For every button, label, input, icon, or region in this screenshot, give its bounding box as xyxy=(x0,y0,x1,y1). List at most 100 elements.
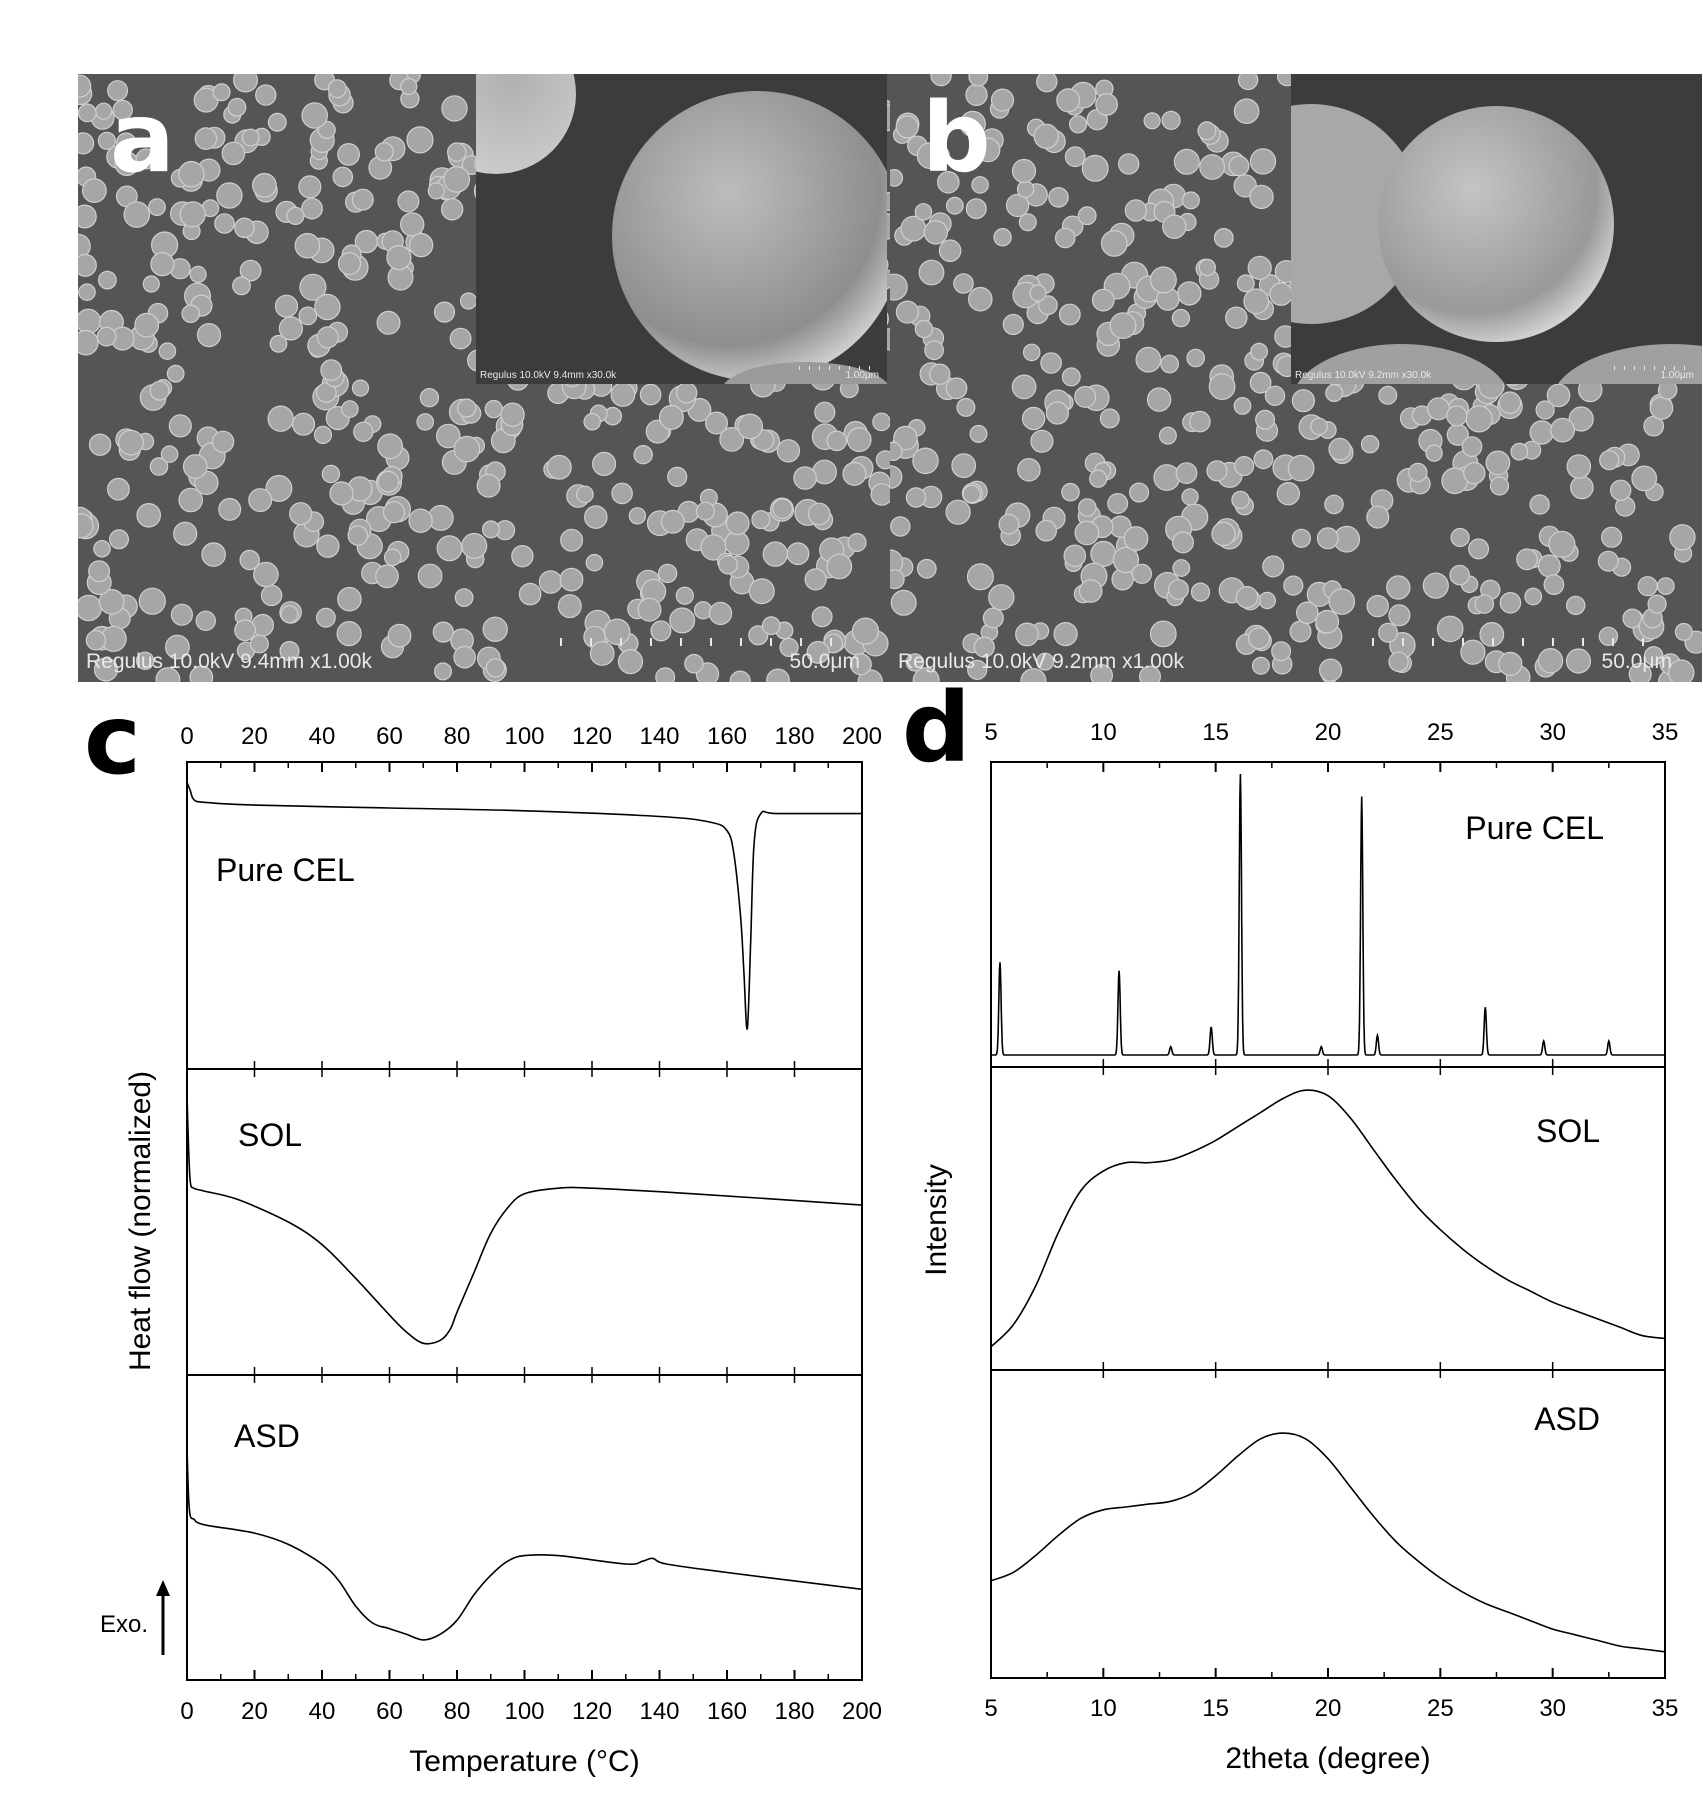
particle xyxy=(178,160,205,188)
particle xyxy=(239,549,260,571)
particle xyxy=(1040,352,1062,374)
particle xyxy=(432,621,454,643)
particle xyxy=(78,204,97,229)
particle xyxy=(269,334,288,353)
x-tick-label-top: 25 xyxy=(1427,719,1454,746)
particle xyxy=(1077,206,1097,226)
particle xyxy=(1172,559,1191,577)
inset-scale-label-b: 1.00μm xyxy=(1660,370,1694,381)
particle xyxy=(1078,579,1103,603)
particle xyxy=(658,404,684,430)
particle xyxy=(924,340,944,361)
particle xyxy=(1005,193,1030,218)
particle xyxy=(1568,406,1594,432)
particle xyxy=(1669,524,1696,551)
x-tick-label-top: 0 xyxy=(180,723,193,750)
particle xyxy=(890,169,904,187)
particle xyxy=(417,563,443,589)
particle xyxy=(435,423,461,449)
particle xyxy=(998,513,1020,535)
particle xyxy=(1056,88,1081,113)
particle xyxy=(1310,417,1328,436)
particle xyxy=(971,176,989,194)
particle xyxy=(351,379,370,397)
particle xyxy=(337,252,362,276)
particle xyxy=(234,619,257,642)
particle xyxy=(895,300,919,324)
particle xyxy=(1197,121,1217,141)
exo-annotation: Exo. xyxy=(100,1611,148,1638)
particle xyxy=(890,465,903,489)
particle xyxy=(182,454,208,479)
particle xyxy=(196,323,222,348)
particle xyxy=(1360,435,1380,454)
particle xyxy=(1291,528,1311,548)
particle xyxy=(1535,400,1555,420)
particle xyxy=(134,312,160,338)
chart-d: 5 5 10 10 15 15 20 20 25 25 30 30 35 35 2theta (degree… xyxy=(920,719,1678,1775)
particle xyxy=(118,429,144,456)
particle xyxy=(476,473,501,498)
particle xyxy=(1228,155,1250,177)
particle xyxy=(1234,456,1255,477)
particle xyxy=(576,485,594,504)
particle xyxy=(849,653,872,676)
particle xyxy=(1271,641,1292,662)
particle xyxy=(930,74,952,87)
particle xyxy=(511,545,534,568)
particle xyxy=(1124,199,1148,222)
particle xyxy=(633,445,653,465)
plot-frame xyxy=(990,761,1666,1679)
particle xyxy=(846,427,872,453)
particle xyxy=(1291,389,1315,413)
particle xyxy=(890,516,911,537)
particle xyxy=(248,488,273,513)
particle xyxy=(1422,572,1449,599)
particle xyxy=(434,662,453,681)
particle xyxy=(1468,538,1490,560)
x-tick-label-bottom: 40 xyxy=(309,1698,336,1725)
particle xyxy=(766,668,790,682)
particle xyxy=(1099,408,1120,429)
x-tick-label-bottom: 180 xyxy=(774,1698,814,1725)
particle xyxy=(966,563,994,591)
sem-caption-a: Regulus 10.0kV 9.4mm x1.00k xyxy=(86,650,372,673)
particle xyxy=(718,554,738,575)
particle xyxy=(804,568,827,591)
x-tick-label-top: 20 xyxy=(241,723,268,750)
particle xyxy=(1015,622,1039,647)
x-tick-label-top: 80 xyxy=(444,723,471,750)
particle xyxy=(959,110,986,138)
particle xyxy=(962,484,982,504)
particle xyxy=(1146,387,1172,412)
particle xyxy=(397,190,420,213)
particle xyxy=(1543,574,1565,596)
particle xyxy=(170,603,194,626)
particle xyxy=(239,259,262,282)
particle xyxy=(1064,146,1086,168)
x-tick-label-top: 35 xyxy=(1652,719,1679,746)
particle xyxy=(912,667,940,682)
particle xyxy=(1460,639,1486,665)
particle xyxy=(387,623,412,648)
particle xyxy=(751,510,771,530)
particle xyxy=(1283,575,1304,596)
x-tick-label-bottom: 200 xyxy=(842,1698,882,1725)
particle xyxy=(1117,153,1140,175)
particle xyxy=(1485,450,1511,476)
particle xyxy=(589,641,615,666)
sem-image-a: Regulus 10.0kV 9.4mm x30.0k 1.00μm a Reg… xyxy=(78,74,890,682)
particle xyxy=(313,425,333,444)
particle xyxy=(253,561,279,588)
particle xyxy=(481,520,500,539)
particle xyxy=(1017,457,1041,482)
particle xyxy=(267,405,294,432)
particle xyxy=(807,502,831,526)
particle xyxy=(1498,651,1523,677)
particle xyxy=(1388,651,1409,673)
particle xyxy=(278,316,303,341)
particle xyxy=(1316,527,1339,550)
particle xyxy=(406,126,434,154)
particle xyxy=(1213,227,1234,248)
particle xyxy=(316,326,339,349)
